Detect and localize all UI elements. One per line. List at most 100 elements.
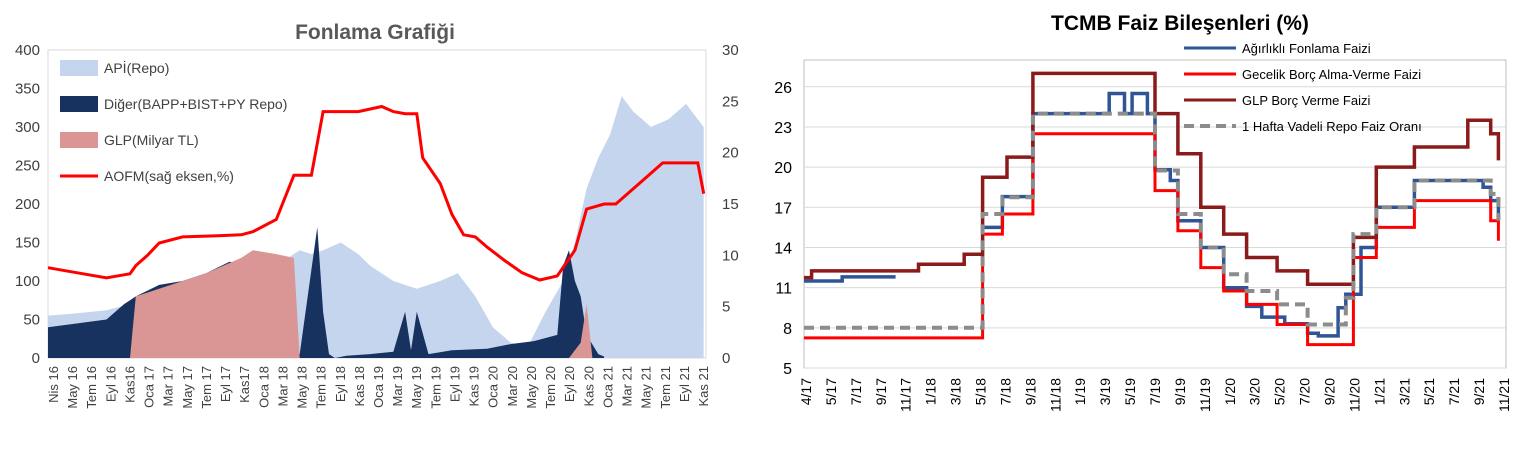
rates-x-tick: 7/18 — [997, 378, 1013, 405]
funding-y-left-tick: 300 — [15, 119, 40, 136]
rates-y-tick: 17 — [774, 200, 792, 217]
rates-series-2-line — [804, 132, 1500, 347]
rates-y-tick: 11 — [775, 281, 792, 298]
funding-chart: Fonlama Grafiği APİ(Repo) Diğer(BAPP+BIST… — [0, 0, 760, 451]
funding-axes: 0 50 100 150 200 250 300 350 400 0 5 10 15 20 25 30 Nis … — [15, 42, 739, 409]
funding-x-tick: Mar 20 — [505, 366, 520, 406]
funding-x-tick: Oca 17 — [142, 366, 157, 408]
rates-x-tick: 7/17 — [848, 378, 864, 405]
rates-x-tick: 5/19 — [1122, 378, 1138, 405]
funding-y-left-tick: 50 — [23, 312, 40, 329]
rates-x-tick: 11/19 — [1197, 378, 1213, 412]
funding-y-right-tick: 20 — [722, 145, 739, 162]
funding-series-4-line — [47, 104, 706, 282]
funding-x-tick: Oca 18 — [256, 366, 271, 408]
rates-legend-label: GLP Borç Verme Faizi — [1242, 93, 1370, 108]
funding-x-tick: Eyl 17 — [218, 366, 233, 402]
funding-x-tick: Tem 17 — [199, 366, 214, 409]
rates-x-tick: 1/21 — [1371, 378, 1387, 405]
rates-x-tick: 5/18 — [973, 378, 989, 405]
funding-x-tick: Mar 21 — [620, 366, 635, 406]
rates-x-tick: 5/17 — [823, 378, 839, 405]
rates-chart-title: TCMB Faiz Bileşenleri (%) — [1051, 12, 1309, 35]
funding-y-right-tick: 30 — [722, 42, 739, 59]
funding-y-right-tick: 25 — [722, 93, 739, 110]
funding-plot-area — [47, 49, 707, 359]
funding-x-tick: Kas17 — [237, 366, 252, 403]
funding-y-right-tick: 10 — [722, 247, 739, 264]
funding-x-tick: May 21 — [639, 366, 654, 409]
rates-x-tick: 7/21 — [1446, 378, 1462, 405]
funding-x-tick: Kas16 — [123, 366, 138, 403]
rates-series-3-line — [804, 71, 1501, 287]
rates-x-tick: 11/18 — [1047, 378, 1063, 412]
funding-x-tick: Kas 18 — [352, 366, 367, 406]
funding-legend-label: GLP(Milyar TL) — [104, 132, 199, 148]
rates-x-tick: 3/19 — [1097, 378, 1113, 405]
funding-x-tick: Eyl 20 — [562, 366, 577, 402]
rates-x-tick: 11/20 — [1346, 378, 1362, 412]
funding-chart-title: Fonlama Grafiği — [295, 21, 455, 44]
funding-x-tick: Nis 16 — [46, 366, 61, 403]
funding-x-tick: Kas 21 — [696, 366, 711, 406]
funding-x-tick: Oca 21 — [600, 366, 615, 408]
rates-x-tick: 11/21 — [1496, 378, 1512, 412]
funding-y-right-tick: 0 — [722, 350, 730, 367]
funding-series-3-area — [129, 250, 593, 358]
rates-y-tick: 20 — [774, 160, 792, 177]
rates-y-tick: 5 — [783, 361, 792, 378]
rates-legend-label: Gecelik Borç Alma-Verme Faizi — [1242, 67, 1421, 82]
rates-y-tick: 8 — [783, 321, 792, 338]
rates-y-tick: 23 — [774, 120, 792, 137]
funding-x-tick: May 20 — [524, 366, 539, 409]
rates-x-tick: 9/18 — [1022, 378, 1038, 405]
funding-y-left-tick: 350 — [15, 81, 40, 98]
funding-y-left-tick: 200 — [15, 196, 40, 213]
rates-x-tick: 9/17 — [873, 378, 889, 405]
funding-y-left-tick: 150 — [15, 235, 40, 252]
rates-x-tick: 4/17 — [798, 378, 814, 405]
rates-x-tick: 3/21 — [1396, 378, 1412, 405]
funding-x-tick: Tem 16 — [84, 366, 99, 409]
funding-x-tick: May 19 — [409, 366, 424, 409]
rates-x-tick: 1/20 — [1222, 378, 1238, 405]
funding-x-tick: Eyl 16 — [103, 366, 118, 402]
rates-x-tick: 9/21 — [1471, 378, 1487, 405]
funding-x-tick: Tem 21 — [658, 366, 673, 409]
rates-x-tick: 11/17 — [898, 378, 914, 412]
funding-x-tick: Eyl 18 — [333, 366, 348, 402]
funding-y-left-tick: 250 — [15, 158, 40, 175]
rates-y-tick: 14 — [774, 240, 792, 257]
rates-x-tick: 3/18 — [948, 378, 964, 405]
funding-x-tick: Tem 19 — [428, 366, 443, 409]
funding-legend-swatch — [60, 60, 98, 76]
funding-y-left-tick: 0 — [32, 350, 40, 367]
funding-x-tick: Oca 20 — [486, 366, 501, 408]
rates-legend: Ağırlıklı Fonlama Faizi Gecelik Borç Alma… — [1184, 41, 1422, 134]
rates-x-tick: 3/20 — [1247, 378, 1263, 405]
funding-x-tick: Oca 19 — [371, 366, 386, 408]
rates-series-4-line — [804, 111, 1501, 330]
funding-y-right-tick: 5 — [722, 299, 730, 316]
rates-y-tick: 26 — [774, 80, 792, 97]
funding-x-tick: Mar 18 — [275, 366, 290, 406]
funding-legend-label: Diğer(BAPP+BIST+PY Repo) — [104, 96, 287, 112]
funding-y-left-tick: 400 — [15, 42, 40, 59]
rates-x-tick: 5/20 — [1272, 378, 1288, 405]
funding-legend: APİ(Repo) Diğer(BAPP+BIST+PY Repo) GLP(Mil… — [60, 59, 287, 184]
rates-x-tick: 1/19 — [1072, 378, 1088, 405]
funding-x-tick: May 18 — [295, 366, 310, 409]
funding-chart-svg: Fonlama Grafiği APİ(Repo) Diğer(BAPP+BIST… — [15, 21, 739, 409]
rates-x-tick: 1/18 — [923, 378, 939, 405]
funding-legend-label: AOFM(sağ eksen,%) — [104, 168, 234, 184]
rates-x-tick: 7/20 — [1297, 378, 1313, 405]
rates-x-tick: 5/21 — [1421, 378, 1437, 405]
funding-x-tick: Mar 17 — [161, 366, 176, 406]
rates-x-tick: 9/20 — [1322, 378, 1338, 405]
funding-y-right-tick: 15 — [722, 196, 739, 213]
funding-x-tick: May 17 — [180, 366, 195, 409]
funding-x-tick: Mar 19 — [390, 366, 405, 406]
funding-x-tick: May 16 — [65, 366, 80, 409]
funding-x-tick: Kas 20 — [581, 366, 596, 406]
funding-x-tick: Tem 18 — [314, 366, 329, 409]
